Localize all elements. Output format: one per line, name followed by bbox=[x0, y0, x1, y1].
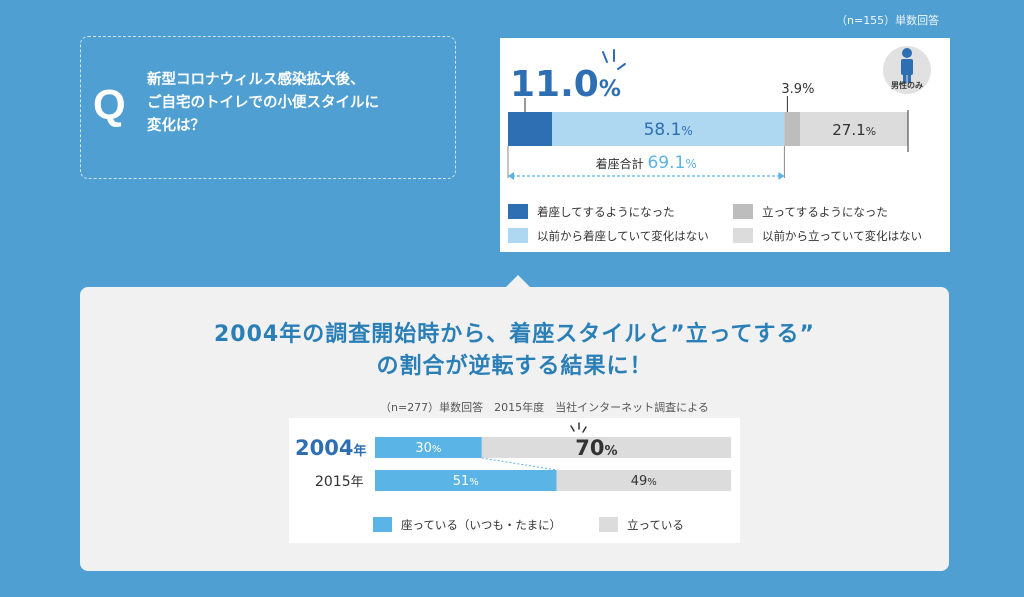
chart-1-card: 男性のみ 11.0% 58.1% 3.9% 27.1% 着座合計 69.1% 着座してする… bbox=[500, 38, 950, 252]
legend2-label-2: 立っている bbox=[627, 518, 684, 532]
sparkle-marks bbox=[602, 49, 626, 70]
legend-label-4: 以前から立っていて変化はない bbox=[762, 229, 922, 243]
badge-text: 男性のみ bbox=[891, 80, 923, 90]
data-label-1: 11.0% bbox=[510, 64, 621, 105]
legend-label-3: 立ってするようになった bbox=[762, 205, 888, 219]
bar-segment-4 bbox=[800, 112, 909, 146]
category-label-2015: 2015年 bbox=[315, 474, 364, 490]
sparkle-marks-2 bbox=[570, 422, 587, 433]
legend-swatch-2 bbox=[508, 228, 528, 243]
bar-segment-2 bbox=[552, 112, 785, 146]
data-label-2015-1: 51% bbox=[453, 474, 479, 489]
legend2-swatch-2 bbox=[599, 517, 618, 532]
bar-2015-1 bbox=[375, 470, 557, 491]
category-label-2004: 2004年 bbox=[295, 436, 366, 460]
bar-segment-3 bbox=[784, 112, 800, 146]
legend-swatch-3 bbox=[733, 204, 753, 219]
arrow-right bbox=[778, 172, 785, 180]
legend2-swatch-1 bbox=[373, 517, 392, 532]
legend-label-1: 着座してするようになった bbox=[537, 205, 675, 219]
data-label-3: 3.9% bbox=[781, 82, 814, 97]
bar-segment-1 bbox=[508, 112, 552, 146]
result-card: 2004年の調査開始時から、着座スタイルと”立ってする” の割合が逆転する結果に… bbox=[80, 287, 949, 571]
legend-swatch-1 bbox=[508, 204, 528, 219]
bar-2004-2 bbox=[481, 437, 731, 458]
bar-2004-1 bbox=[375, 437, 482, 458]
total-label: 着座合計 69.1% bbox=[596, 153, 697, 173]
legend-label-2: 以前から着座していて変化はない bbox=[537, 229, 709, 243]
data-label-2004-2: 70% bbox=[575, 436, 617, 460]
sample-note-bottom: （n=277）単数回答 2015年度 当社インターネット調査による bbox=[380, 401, 709, 414]
arrow-left bbox=[508, 172, 514, 180]
question-box: Q 新型コロナウィルス感染拡大後、 ご自宅のトイレでの小便スタイルに 変化は？ bbox=[80, 36, 456, 179]
question-line-2: ご自宅のトイレでの小便スタイルに bbox=[147, 95, 379, 111]
headline-line-2: の割合が逆転する結果に！ bbox=[376, 354, 653, 379]
legend-swatch-4 bbox=[733, 228, 753, 243]
question-line-1: 新型コロナウィルス感染拡大後、 bbox=[147, 72, 365, 88]
data-label-4: 27.1% bbox=[832, 121, 876, 139]
data-label-2: 58.1% bbox=[644, 120, 693, 140]
trend-connector bbox=[481, 457, 557, 471]
sample-note-top: （n=155）単数回答 bbox=[836, 14, 940, 27]
question-letter: Q bbox=[93, 81, 126, 128]
data-label-2015-2: 49% bbox=[631, 474, 657, 489]
male-only-badge: 男性のみ bbox=[883, 46, 931, 94]
question-text: 新型コロナウィルス感染拡大後、 ご自宅のトイレでの小便スタイルに 変化は？ bbox=[147, 69, 447, 138]
headline: 2004年の調査開始時から、着座スタイルと”立ってする” の割合が逆転する結果に… bbox=[80, 319, 949, 383]
question-line-3: 変化は？ bbox=[147, 118, 205, 134]
legend2-label-1: 座っている（いつも・たまに） bbox=[401, 518, 561, 532]
bar-2015-2 bbox=[556, 470, 731, 491]
chart-2-card: 30% 70% 2004年 51% 49% 2015年座っている（いつも・たまに） 立ってい… bbox=[289, 418, 740, 543]
headline-line-1: 2004年の調査開始時から、着座スタイルと”立ってする” bbox=[213, 322, 816, 347]
callout-pointer bbox=[505, 275, 531, 288]
data-label-2004-1: 30% bbox=[415, 441, 441, 456]
chart-1: 男性のみ 11.0% 58.1% 3.9% 27.1% 着座合計 69.1% 着座してする… bbox=[507, 46, 931, 243]
